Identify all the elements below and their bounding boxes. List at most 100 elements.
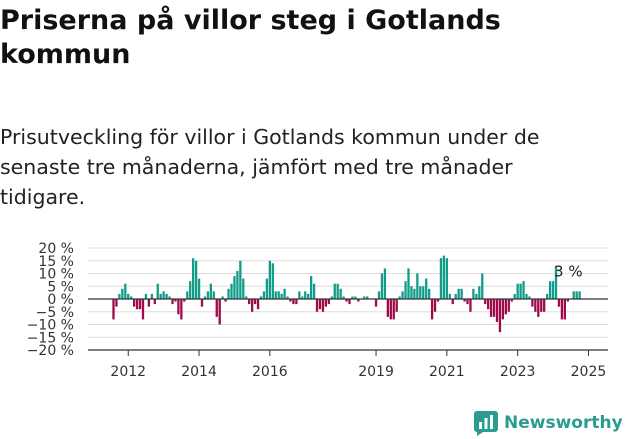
bar: [566, 299, 569, 302]
bar: [357, 299, 360, 302]
bar: [327, 299, 330, 305]
y-tick-label: 5 %: [47, 279, 74, 295]
bar: [504, 299, 507, 315]
bar: [492, 299, 496, 317]
bar: [401, 291, 404, 299]
bar: [156, 283, 159, 299]
chart-title: Priserna på villor steg i Gotlands kommu…: [0, 5, 501, 70]
bar: [333, 283, 336, 299]
bar: [445, 258, 448, 299]
x-tick-label: 2019: [358, 364, 394, 380]
last-value-label: 3 %: [554, 262, 583, 280]
bar: [416, 273, 419, 299]
bar: [301, 296, 304, 299]
bar: [534, 299, 537, 312]
bar: [280, 293, 283, 299]
bar: [374, 299, 378, 307]
bar: [478, 286, 481, 299]
bar: [354, 296, 357, 299]
bar: [395, 299, 398, 312]
bar: [380, 273, 384, 299]
bar: [543, 299, 546, 312]
bar: [481, 273, 484, 299]
bar: [495, 299, 499, 322]
bar: [454, 293, 457, 299]
bar: [407, 268, 410, 299]
bar: [572, 291, 575, 299]
bar: [522, 281, 525, 299]
bar: [377, 291, 381, 299]
bar: [177, 299, 180, 315]
y-tick-label: 0 %: [47, 292, 74, 308]
y-tick-label: −20 %: [27, 343, 74, 359]
bar: [428, 288, 431, 299]
bar: [215, 299, 218, 317]
bar: [277, 291, 280, 299]
bar: [457, 288, 460, 299]
bar: [221, 296, 224, 299]
bar: [286, 296, 289, 299]
bar: [339, 288, 342, 299]
bar: [183, 299, 186, 302]
y-tick-label: −15 %: [27, 330, 74, 346]
bar: [236, 270, 239, 299]
bar: [540, 299, 543, 312]
bar: [292, 299, 295, 305]
y-tick-label: 20 %: [38, 241, 74, 257]
bar: [489, 299, 493, 317]
bar: [251, 299, 254, 312]
bar: [138, 299, 142, 310]
bar: [398, 296, 401, 299]
bar: [206, 291, 210, 299]
bar: [315, 299, 319, 312]
bar: [192, 258, 195, 299]
bar: [259, 296, 263, 299]
bar: [578, 291, 581, 299]
bar: [245, 296, 248, 299]
x-tick-label: 2016: [252, 364, 288, 380]
bar: [525, 293, 528, 299]
bar: [227, 288, 230, 299]
bar: [153, 299, 156, 305]
newsworthy-brand[interactable]: Newsworthy: [474, 407, 623, 439]
bar: [218, 299, 221, 325]
bar: [436, 299, 440, 302]
bar: [159, 293, 162, 299]
bar: [475, 293, 478, 299]
bar: [168, 296, 171, 299]
bar: [147, 299, 151, 307]
bar: [262, 291, 266, 299]
bar: [174, 299, 177, 302]
bar: [366, 296, 369, 299]
bar: [212, 291, 215, 299]
bar: [321, 299, 325, 312]
bar: [498, 299, 502, 333]
bar: [307, 293, 310, 299]
bar: [121, 288, 124, 299]
bars: [112, 255, 581, 333]
bar: [124, 283, 127, 299]
bar: [451, 299, 454, 305]
bar: [386, 299, 389, 317]
bar: [516, 283, 519, 299]
bar: [484, 299, 487, 305]
bar: [501, 299, 505, 320]
brand-name: Newsworthy: [504, 413, 623, 433]
bar: [318, 299, 322, 310]
bar: [466, 299, 469, 305]
bar: [419, 286, 422, 299]
bar: [557, 299, 561, 307]
bar: [310, 276, 313, 299]
bar: [422, 286, 425, 299]
bar: [224, 299, 227, 302]
bar: [442, 255, 446, 299]
bar: [112, 299, 115, 320]
bar: [274, 291, 277, 299]
bar: [194, 260, 198, 299]
bar: [162, 291, 165, 299]
x-tick-label: 2023: [500, 364, 536, 380]
bar: [336, 283, 339, 299]
bar: [248, 299, 251, 305]
labels: −20 %−15 %−10 %−5 %0 %5 %10 %15 %20 % 201…: [27, 241, 607, 380]
y-tick-label: 15 %: [38, 254, 74, 270]
